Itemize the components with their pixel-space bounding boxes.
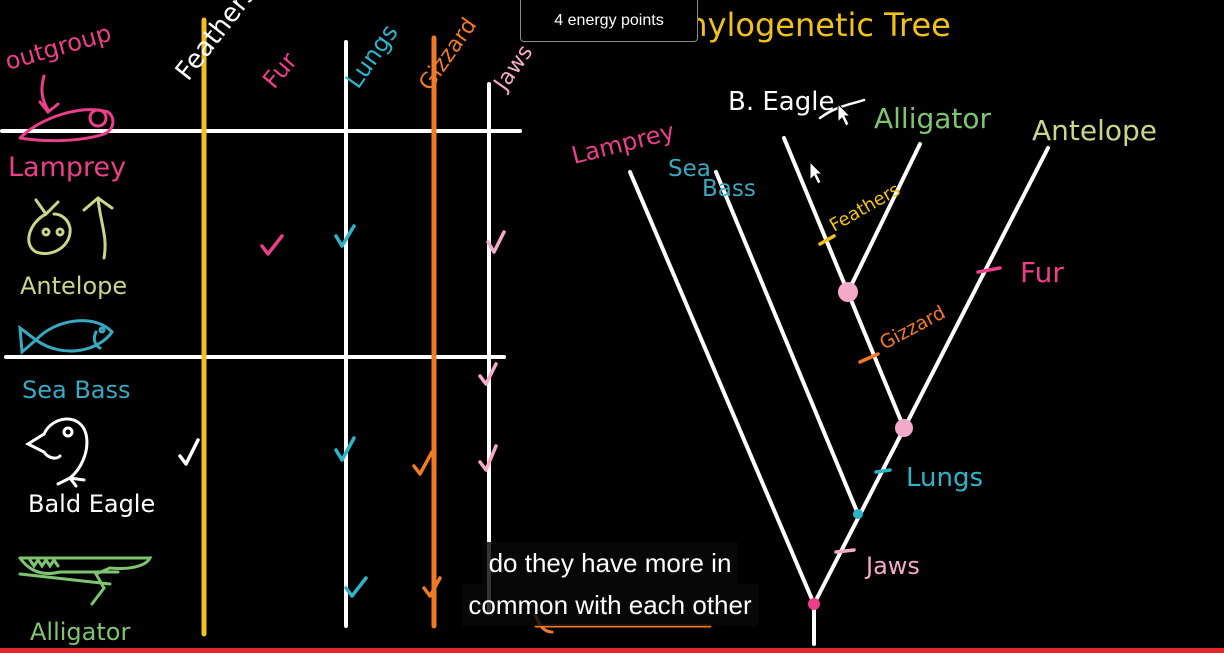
node-lungs bbox=[853, 509, 863, 519]
row-label-alligator: Alligator bbox=[30, 618, 130, 646]
node-root bbox=[808, 598, 820, 610]
trait-label-jaws: Jaws bbox=[864, 552, 920, 580]
column-header-jaws: Jaws bbox=[488, 41, 538, 97]
check-alligator-lungs-icon bbox=[344, 576, 368, 598]
alligator-drawing-icon bbox=[18, 556, 153, 606]
taxon-label-bass: Bass bbox=[702, 176, 756, 202]
taxon-label-alligator: Alligator bbox=[874, 102, 992, 135]
check-antelope-fur-icon bbox=[260, 234, 284, 256]
trait-label-feathers: Feathers bbox=[826, 179, 904, 236]
antelope-drawing-icon bbox=[27, 196, 114, 260]
row-label-antelope: Antelope bbox=[20, 272, 127, 300]
column-header-fur: Fur bbox=[257, 47, 303, 94]
check-eagle-gizzard-icon bbox=[412, 450, 434, 476]
eagle-underline bbox=[818, 98, 866, 120]
tick-feathers bbox=[818, 234, 836, 246]
bald-eagle-drawing-icon bbox=[24, 417, 89, 488]
video-progress-fill bbox=[0, 648, 1224, 653]
taxon-label-sea: Sea bbox=[668, 156, 711, 182]
check-antelope-jaws-icon bbox=[486, 230, 506, 254]
energy-points-badge[interactable]: 4 energy points bbox=[520, 0, 698, 42]
check-eagle-jaws-icon bbox=[478, 444, 498, 472]
row-label-bald-eagle: Bald Eagle bbox=[28, 490, 155, 518]
mouse-cursor-secondary-icon bbox=[837, 102, 852, 127]
check-eagle-lungs-icon bbox=[334, 436, 356, 462]
node-feathers bbox=[838, 282, 858, 302]
check-eagle-feathers-icon bbox=[178, 438, 200, 466]
branch-sea-bass bbox=[714, 170, 860, 516]
outgroup-note: outgroup bbox=[2, 19, 115, 76]
tick-jaws bbox=[834, 548, 856, 554]
column-header-feathers: Feathers bbox=[170, 0, 263, 86]
caption-line-1: do they have more in bbox=[482, 542, 738, 584]
column-header-gizzard: Gizzard bbox=[414, 14, 482, 96]
tick-gizzard bbox=[858, 352, 880, 364]
tick-lungs bbox=[874, 468, 892, 474]
column-header-lungs: Lungs bbox=[340, 19, 404, 93]
trait-label-gizzard: Gizzard bbox=[876, 302, 949, 355]
mouse-cursor-icon bbox=[809, 160, 824, 185]
row-label-lamprey: Lamprey bbox=[8, 152, 126, 183]
sea-bass-drawing-icon bbox=[18, 319, 114, 356]
video-progress-bar[interactable] bbox=[0, 648, 1224, 653]
trait-label-lungs: Lungs bbox=[906, 463, 983, 493]
taxon-label-lamprey: Lamprey bbox=[569, 117, 678, 170]
tree-title: Phylogenetic Tree bbox=[668, 6, 951, 44]
check-seabass-jaws-icon bbox=[478, 362, 498, 386]
outgroup-arrow-icon bbox=[38, 74, 60, 115]
taxon-label-eagle: B. Eagle bbox=[728, 87, 834, 117]
taxon-label-antelope: Antelope bbox=[1032, 114, 1157, 147]
branch-main bbox=[812, 146, 1050, 606]
trait-label-fur: Fur bbox=[1020, 256, 1064, 289]
check-antelope-lungs-icon bbox=[334, 224, 356, 248]
branch-alligator bbox=[846, 142, 922, 294]
lamprey-drawing-icon bbox=[18, 108, 115, 143]
branch-lamprey bbox=[628, 170, 816, 606]
tick-fur bbox=[976, 266, 1002, 274]
video-caption: do they have more in common with each ot… bbox=[432, 542, 788, 626]
row-label-sea-bass: Sea Bass bbox=[22, 376, 131, 404]
check-alligator-gizzard-icon bbox=[422, 576, 442, 598]
caption-line-2: common with each other bbox=[462, 584, 758, 626]
node-gizzard bbox=[895, 419, 913, 437]
